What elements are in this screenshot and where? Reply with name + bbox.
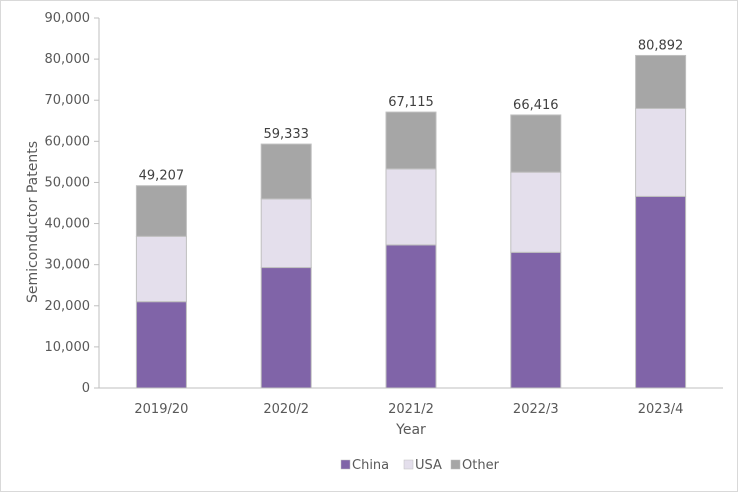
bar-segment-other — [135, 185, 187, 237]
plot-area: 0 10,000 20,000 30,000 40,000 50,000 60,000 70,… — [45, 11, 723, 417]
bar-segment-china — [260, 267, 312, 389]
bar-segment-other — [510, 114, 562, 173]
bar-segment-china — [135, 301, 187, 389]
x-tick-label: 2019/20 — [134, 402, 188, 417]
bar-total-label: 49,207 — [139, 169, 185, 184]
x-tick-label: 2023/4 — [638, 402, 684, 417]
bar-segment-china — [635, 195, 687, 389]
y-tick-label: 60,000 — [45, 134, 91, 149]
legend-swatch-other — [450, 459, 461, 470]
bar-segment-usa — [510, 171, 562, 253]
y-tick-label: 10,000 — [45, 340, 91, 355]
y-tick-label: 30,000 — [45, 258, 91, 273]
bar-total-label: 80,892 — [638, 38, 684, 53]
x-tick-label: 2021/2 — [388, 402, 434, 417]
bar-total-label: 66,416 — [513, 98, 559, 113]
legend-label-other: Other — [462, 458, 500, 473]
bar-segment-other — [260, 143, 312, 200]
bar-segment-usa — [385, 168, 437, 246]
legend-label-usa: USA — [415, 458, 442, 473]
y-tick-label: 90,000 — [45, 11, 91, 26]
y-tick-label: 20,000 — [45, 299, 91, 314]
legend: China USA Other — [340, 458, 500, 473]
legend-swatch-china — [340, 459, 351, 470]
y-tick-label: 80,000 — [45, 52, 91, 67]
bar-segment-other — [635, 54, 687, 109]
y-tick-label: 0 — [82, 381, 90, 396]
legend-label-china: China — [352, 458, 389, 473]
legend-swatch-usa — [403, 459, 414, 470]
y-tick-label: 40,000 — [45, 217, 91, 232]
x-tick-label: 2020/2 — [263, 402, 309, 417]
bar-segment-other — [385, 111, 437, 170]
y-tick-label: 50,000 — [45, 175, 91, 190]
bar-segment-usa — [260, 198, 312, 269]
bar-segment-usa — [635, 107, 687, 197]
bar-segment-china — [385, 244, 437, 389]
x-axis-title: Year — [395, 422, 426, 438]
y-axis-title: Semiconductor Patents — [25, 141, 41, 303]
bar-total-label: 59,333 — [263, 127, 309, 142]
bar-total-label: 67,115 — [388, 95, 434, 110]
x-tick-label: 2022/3 — [513, 402, 559, 417]
y-tick-label: 70,000 — [45, 93, 91, 108]
bar-segment-china — [510, 251, 562, 389]
bar-segment-usa — [135, 235, 187, 303]
